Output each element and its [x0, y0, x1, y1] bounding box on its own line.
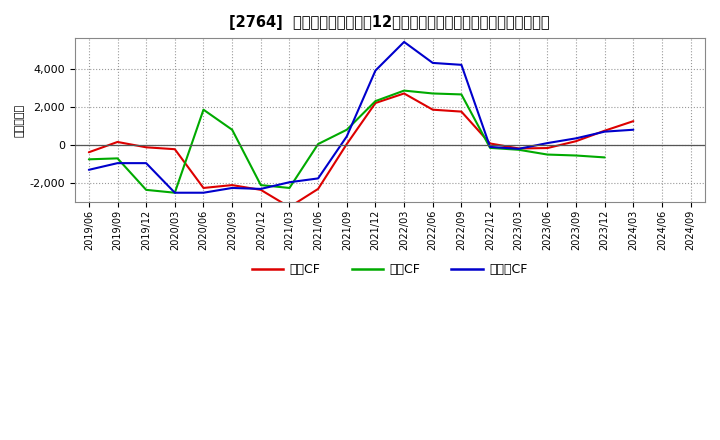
- フリーCF: [457, 62, 466, 67]
- フリーCF: [84, 167, 93, 172]
- 投賃CF: [343, 127, 351, 132]
- 営業CF: [113, 139, 122, 145]
- Line: 投賃CF: 投賃CF: [89, 91, 605, 193]
- 投賃CF: [514, 147, 523, 152]
- フリーCF: [142, 161, 150, 166]
- 投賃CF: [142, 187, 150, 193]
- フリーCF: [629, 127, 638, 132]
- フリーCF: [285, 180, 294, 185]
- 営業CF: [343, 141, 351, 147]
- フリーCF: [256, 186, 265, 191]
- Line: フリーCF: フリーCF: [89, 42, 634, 193]
- 営業CF: [171, 147, 179, 152]
- フリーCF: [113, 161, 122, 166]
- 投賃CF: [199, 107, 208, 112]
- 営業CF: [256, 187, 265, 193]
- 営業CF: [371, 100, 379, 106]
- Y-axis label: （百万円）: （百万円）: [15, 104, 25, 137]
- 投賃CF: [371, 99, 379, 104]
- 投賃CF: [285, 185, 294, 191]
- 営業CF: [84, 150, 93, 155]
- 投賃CF: [543, 152, 552, 157]
- フリーCF: [199, 190, 208, 195]
- フリーCF: [171, 190, 179, 195]
- 投賃CF: [600, 155, 609, 160]
- 営業CF: [629, 118, 638, 124]
- 営業CF: [285, 205, 294, 210]
- フリーCF: [228, 185, 236, 191]
- 営業CF: [228, 183, 236, 188]
- 営業CF: [457, 109, 466, 114]
- 営業CF: [486, 141, 495, 146]
- フリーCF: [572, 136, 580, 141]
- 投賃CF: [314, 141, 323, 147]
- Legend: 営業CF, 投賃CF, フリーCF: 営業CF, 投賃CF, フリーCF: [247, 258, 532, 282]
- 投賃CF: [428, 91, 437, 96]
- フリーCF: [543, 140, 552, 146]
- フリーCF: [314, 176, 323, 181]
- 投賃CF: [228, 127, 236, 132]
- 営業CF: [543, 146, 552, 151]
- Line: 営業CF: 営業CF: [89, 93, 634, 207]
- 営業CF: [199, 185, 208, 191]
- フリーCF: [600, 129, 609, 134]
- 営業CF: [514, 146, 523, 151]
- 投賃CF: [171, 190, 179, 195]
- Title: [2764]  キャッシュフローの12か月移動合計の対前年同期増減額の推移: [2764] キャッシュフローの12か月移動合計の対前年同期増減額の推移: [230, 15, 550, 30]
- 営業CF: [314, 186, 323, 191]
- フリーCF: [371, 68, 379, 73]
- 営業CF: [428, 107, 437, 112]
- 投賃CF: [256, 183, 265, 188]
- フリーCF: [400, 39, 408, 44]
- 営業CF: [142, 145, 150, 150]
- フリーCF: [486, 144, 495, 150]
- フリーCF: [514, 146, 523, 151]
- 投賃CF: [457, 92, 466, 97]
- 投賃CF: [486, 145, 495, 150]
- 営業CF: [600, 128, 609, 133]
- 投賃CF: [572, 153, 580, 158]
- 営業CF: [400, 91, 408, 96]
- フリーCF: [428, 60, 437, 66]
- 営業CF: [572, 139, 580, 144]
- 投賃CF: [113, 156, 122, 161]
- 投賃CF: [84, 157, 93, 162]
- 投賃CF: [400, 88, 408, 93]
- フリーCF: [343, 134, 351, 139]
